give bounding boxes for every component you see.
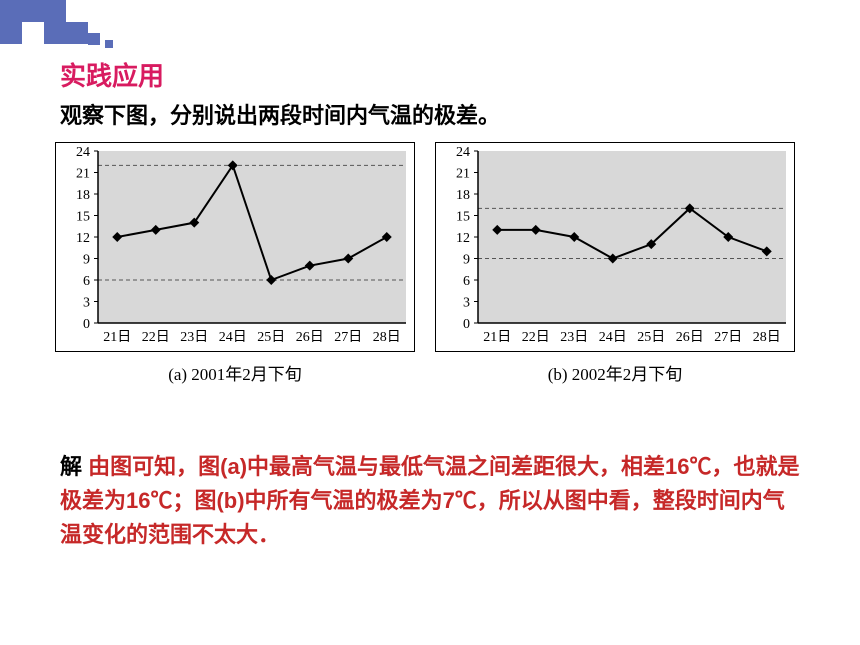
svg-text:6: 6	[463, 274, 470, 289]
answer-block: 解 由图可知，图(a)中最高气温与最低气温之间差距很大，相差16℃，也就是极差为…	[60, 450, 800, 552]
svg-text:12: 12	[456, 231, 470, 246]
chart-a: 0 3 6 9 12 15 18 21 24 21日 22日 23日 24日 25日 26日 27日 28日	[55, 142, 415, 352]
charts-container: 0 3 6 9 12 15 18 21 24 21日 22日 23日 24日 25日 26日 27日 28日 (…	[55, 142, 795, 385]
svg-text:28日: 28日	[753, 330, 781, 345]
svg-text:23日: 23日	[180, 330, 208, 345]
svg-text:26日: 26日	[296, 330, 324, 345]
svg-text:3: 3	[463, 296, 470, 311]
svg-text:21: 21	[456, 167, 470, 182]
answer-label: 解	[60, 454, 82, 479]
svg-text:9: 9	[463, 253, 470, 268]
chart-a-caption: (a) 2001年2月下旬	[168, 360, 302, 385]
svg-text:18: 18	[76, 188, 90, 203]
svg-text:0: 0	[463, 317, 470, 332]
svg-text:12: 12	[76, 231, 90, 246]
chart-b: 0 3 6 9 12 15 18 21 24 21日 22日 23日 24日 25日 26日 27日 28日	[435, 142, 795, 352]
svg-text:21日: 21日	[483, 330, 511, 345]
svg-text:21: 21	[76, 167, 90, 182]
svg-text:23日: 23日	[560, 330, 588, 345]
svg-text:26日: 26日	[676, 330, 704, 345]
svg-text:24: 24	[76, 145, 90, 160]
section-title: 实践应用	[60, 56, 164, 93]
svg-text:22日: 22日	[142, 330, 170, 345]
svg-text:6: 6	[83, 274, 90, 289]
svg-text:24: 24	[456, 145, 470, 160]
chart-a-wrap: 0 3 6 9 12 15 18 21 24 21日 22日 23日 24日 25日 26日 27日 28日 (…	[55, 142, 415, 385]
svg-text:0: 0	[83, 317, 90, 332]
svg-text:22日: 22日	[522, 330, 550, 345]
svg-text:27日: 27日	[714, 330, 742, 345]
answer-body: 由图可知，图(a)中最高气温与最低气温之间差距很大，相差16℃，也就是极差为16…	[60, 454, 800, 547]
question-text: 观察下图，分别说出两段时间内气温的极差。	[60, 98, 500, 130]
svg-text:3: 3	[83, 296, 90, 311]
svg-text:28日: 28日	[373, 330, 401, 345]
svg-text:25日: 25日	[637, 330, 665, 345]
svg-text:25日: 25日	[257, 330, 285, 345]
svg-text:15: 15	[76, 210, 90, 225]
corner-decoration	[0, 0, 180, 55]
chart-b-wrap: 0 3 6 9 12 15 18 21 24 21日 22日 23日 24日 25日 26日 27日 28日 (…	[435, 142, 795, 385]
svg-text:9: 9	[83, 253, 90, 268]
svg-text:27日: 27日	[334, 330, 362, 345]
svg-text:18: 18	[456, 188, 470, 203]
svg-text:21日: 21日	[103, 330, 131, 345]
svg-text:24日: 24日	[219, 330, 247, 345]
svg-text:24日: 24日	[599, 330, 627, 345]
svg-text:15: 15	[456, 210, 470, 225]
chart-b-caption: (b) 2002年2月下旬	[548, 360, 683, 385]
